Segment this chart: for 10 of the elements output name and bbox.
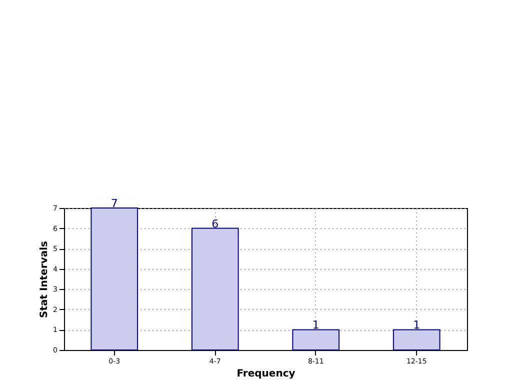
x-axis-title: Frequency — [236, 368, 296, 380]
data-label: 1 — [413, 318, 420, 332]
y-axis-title: Stat Intervals — [39, 240, 50, 318]
bar — [392, 329, 440, 350]
data-label: 1 — [312, 318, 320, 332]
bar — [90, 208, 138, 350]
data-label: 7 — [110, 197, 118, 210]
bar — [292, 329, 340, 350]
bar — [191, 228, 239, 350]
data-label: 6 — [212, 217, 219, 230]
